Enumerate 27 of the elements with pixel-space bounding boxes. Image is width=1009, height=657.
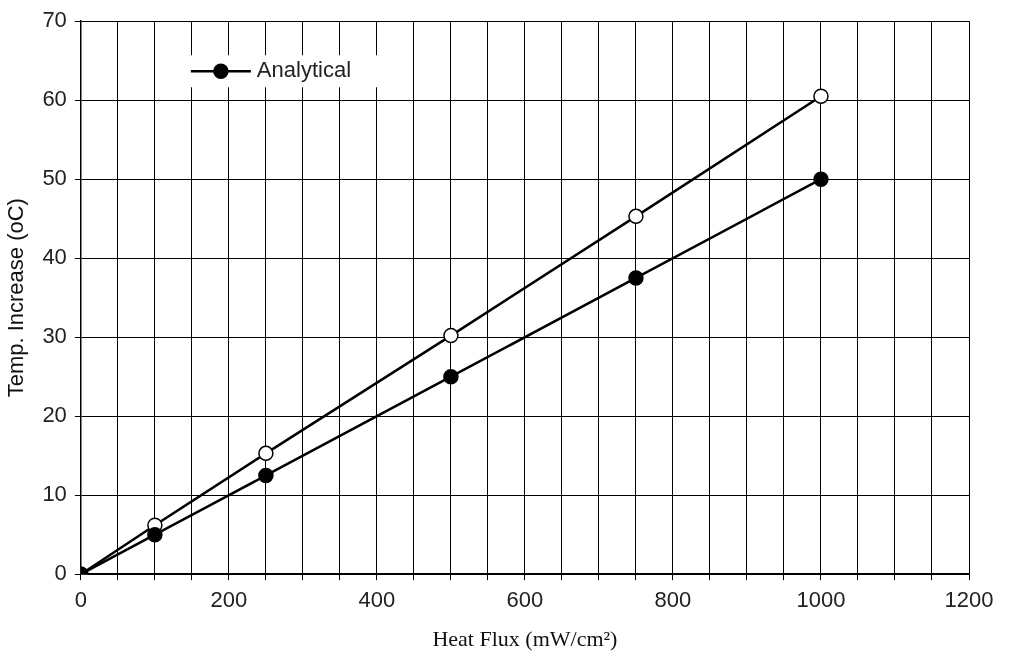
x-tick-label: 1000 bbox=[796, 587, 846, 613]
y-tick-label: 20 bbox=[42, 402, 67, 428]
point bbox=[147, 526, 163, 543]
point bbox=[813, 88, 829, 104]
x-tick-label: 600 bbox=[506, 587, 544, 613]
legend-label: Analytical bbox=[256, 57, 352, 83]
point bbox=[628, 208, 644, 225]
x-tick-label: 0 bbox=[74, 587, 87, 613]
x-tick-label: 400 bbox=[358, 587, 396, 613]
point bbox=[443, 368, 459, 385]
x-tick-label: 800 bbox=[654, 587, 692, 613]
y-tick-label: 60 bbox=[42, 86, 67, 112]
y-tick-label: 70 bbox=[42, 7, 67, 33]
point bbox=[258, 467, 274, 484]
point bbox=[628, 270, 644, 286]
point bbox=[258, 445, 274, 462]
y-tick-label: 50 bbox=[42, 165, 67, 191]
y-axis-title: Temp. Increase (oC) bbox=[3, 198, 29, 398]
y-tick-label: 10 bbox=[42, 481, 67, 507]
x-tick-label: 200 bbox=[210, 587, 248, 613]
point bbox=[813, 171, 829, 187]
x-tick-label: 1200 bbox=[944, 587, 994, 613]
y-tick-label: 30 bbox=[42, 323, 67, 349]
y-tick-label: 0 bbox=[54, 560, 67, 586]
point bbox=[443, 327, 459, 344]
x-axis-title: Heat Flux (mW/cm²) bbox=[432, 625, 618, 651]
y-tick-label: 40 bbox=[42, 244, 67, 270]
